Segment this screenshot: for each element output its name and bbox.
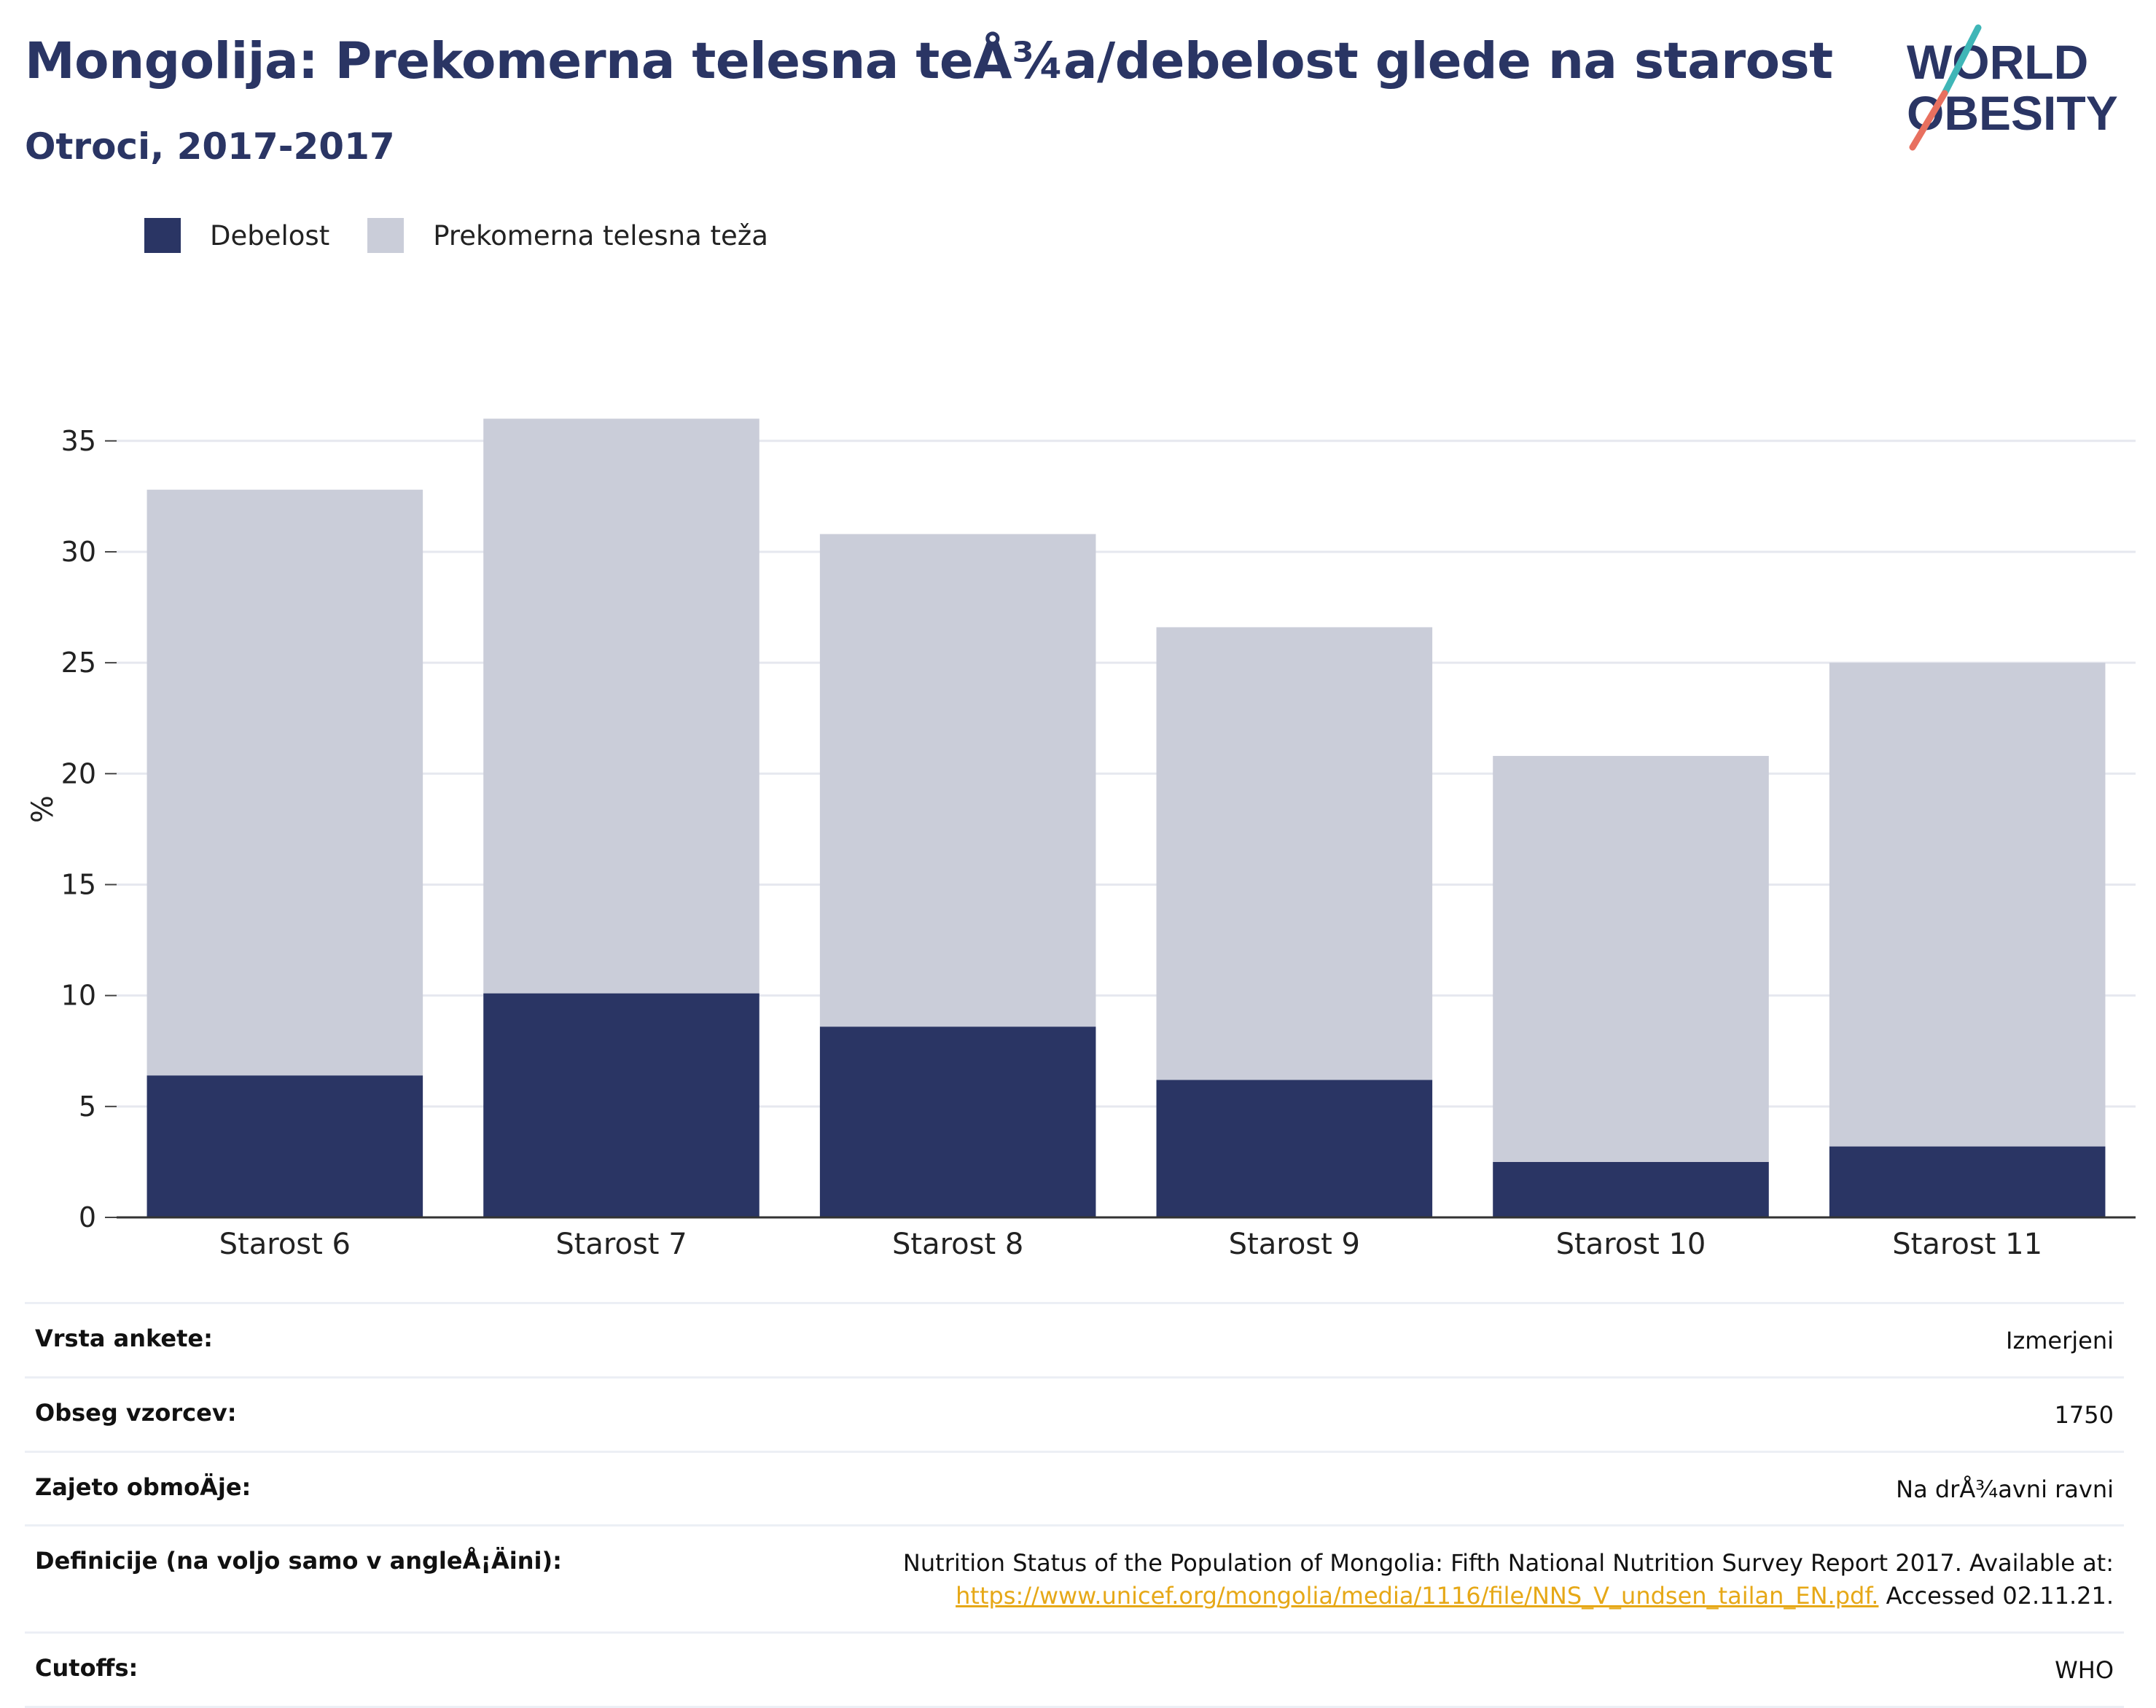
chart-legend: Debelost Prekomerna telesna teža bbox=[144, 216, 806, 255]
bar-debelost-11 bbox=[1829, 1146, 2106, 1217]
bar-prekomerna-8 bbox=[819, 534, 1096, 1027]
logo-slash-teal bbox=[1941, 24, 1982, 97]
info-value: Na drÅ¾avni ravni bbox=[1896, 1475, 2114, 1503]
info-value: Izmerjeni bbox=[2006, 1327, 2114, 1354]
legend-label-debelost: Debelost bbox=[210, 219, 330, 251]
chart-subtitle: Otroci, 2017-2017 bbox=[25, 125, 395, 168]
info-key: Cutoffs: bbox=[35, 1653, 138, 1682]
legend-swatch-prekomerna bbox=[367, 218, 405, 253]
legend-label-prekomerna: Prekomerna telesna teža bbox=[433, 219, 768, 251]
y-tick-label: 10 bbox=[61, 980, 96, 1012]
info-value: 1750 bbox=[2054, 1400, 2114, 1429]
bar-prekomerna-9 bbox=[1156, 627, 1433, 1080]
info-row-survey-type: Vrsta ankete: Izmerjeni bbox=[25, 1302, 2124, 1376]
bar-debelost-6 bbox=[147, 1075, 423, 1217]
y-tick-label: 30 bbox=[61, 536, 96, 568]
x-tick-label: Starost 11 bbox=[1892, 1228, 2042, 1261]
y-tick-label: 0 bbox=[79, 1201, 96, 1233]
definition-source-link[interactable]: https://www.unicef.org/mongolia/media/11… bbox=[956, 1582, 1879, 1610]
logo-line-1: WORLD bbox=[1907, 35, 2088, 89]
bar-prekomerna-7 bbox=[483, 418, 759, 994]
legend-item-prekomerna: Prekomerna telesna teža bbox=[367, 218, 768, 253]
chart-title: Mongolija: Prekomerna telesna teÅ¾a/debe… bbox=[25, 32, 1833, 90]
x-tick-label: Starost 6 bbox=[219, 1228, 351, 1261]
info-row-area-covered: Zajeto obmoÄje: Na drÅ¾avni ravni bbox=[25, 1450, 2124, 1525]
legend-item-debelost: Debelost bbox=[144, 218, 329, 253]
y-tick-label: 35 bbox=[61, 425, 96, 457]
bar-debelost-8 bbox=[819, 1026, 1096, 1217]
bar-chart: 0 5 10 15 20 25 30 35% Starost 6 Starost 7 Starost… bbox=[26, 418, 2136, 1261]
survey-info-table: Vrsta ankete: Izmerjeni Obseg vzorcev: 1… bbox=[25, 1302, 2124, 1708]
bar-prekomerna-11 bbox=[1829, 663, 2106, 1147]
x-tick-label: Starost 10 bbox=[1556, 1228, 1706, 1261]
bar-debelost-9 bbox=[1156, 1080, 1433, 1217]
bar-debelost-10 bbox=[1493, 1161, 1769, 1217]
bar-prekomerna-10 bbox=[1493, 755, 1769, 1162]
info-row-definitions: Definicije (na voljo samo v angleÅ¡Äini)… bbox=[25, 1524, 2124, 1631]
y-tick-label: 5 bbox=[79, 1091, 96, 1123]
y-tick-label: 15 bbox=[61, 868, 96, 900]
y-tick-label: 20 bbox=[61, 757, 96, 789]
logo-line-2: OBESITY bbox=[1907, 86, 2118, 140]
definition-text: Nutrition Status of the Population of Mo… bbox=[902, 1549, 2114, 1578]
info-value: WHO bbox=[2055, 1656, 2114, 1684]
info-key: Obseg vzorcev: bbox=[35, 1398, 237, 1427]
legend-swatch-debelost bbox=[144, 218, 181, 253]
y-tick-label: 25 bbox=[61, 647, 96, 679]
definition-accessed: Accessed 02.11.21. bbox=[1878, 1582, 2114, 1610]
info-key: Vrsta ankete: bbox=[35, 1325, 213, 1352]
x-tick-label: Starost 9 bbox=[1229, 1228, 1360, 1261]
info-key: Zajeto obmoÄje: bbox=[35, 1473, 251, 1501]
y-axis-label: % bbox=[26, 795, 60, 823]
bar-debelost-7 bbox=[483, 993, 759, 1217]
info-row-sample-size: Obseg vzorcev: 1750 bbox=[25, 1376, 2124, 1451]
info-key: Definicije (na voljo samo v angleÅ¡Äini)… bbox=[35, 1547, 562, 1575]
world-obesity-logo: WORLD OBESITY bbox=[1907, 24, 2118, 151]
info-row-cutoffs: Cutoffs: WHO bbox=[25, 1631, 2124, 1708]
x-tick-label: Starost 8 bbox=[892, 1228, 1023, 1261]
info-value: Nutrition Status of the Population of Mo… bbox=[903, 1547, 2114, 1613]
bar-prekomerna-6 bbox=[147, 489, 423, 1076]
x-tick-label: Starost 7 bbox=[555, 1228, 687, 1261]
logo-slash-coral bbox=[1909, 90, 1948, 151]
